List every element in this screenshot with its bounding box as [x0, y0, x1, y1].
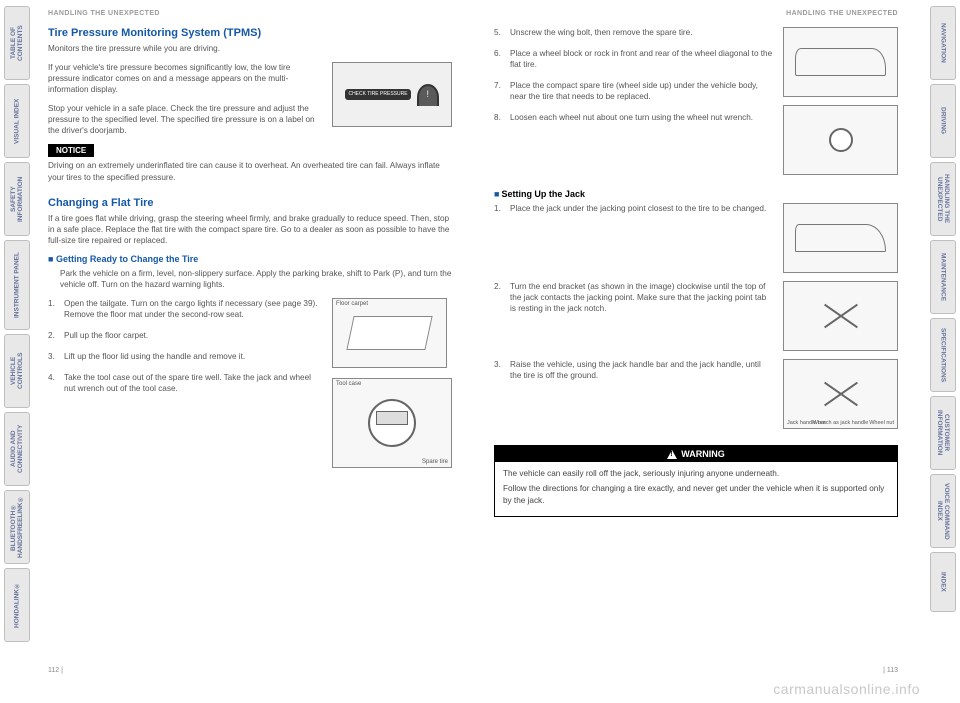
- flat-step-6: Place a wheel block or rock in front and…: [494, 48, 773, 70]
- tab-customer-info[interactable]: CUSTOMER INFORMATION: [930, 396, 956, 470]
- setting-up-jack-label: Setting Up the Jack: [501, 189, 585, 199]
- notice-text: Driving on an extremely underinflated ti…: [48, 160, 452, 182]
- flat-step-2: Pull up the floor carpet.: [48, 330, 322, 341]
- tab-visual-index[interactable]: VISUAL INDEX: [4, 84, 30, 158]
- setting-up-jack-subhead: ■Setting Up the Jack: [494, 189, 898, 199]
- warning-box: WARNING The vehicle can easily roll off …: [494, 445, 898, 517]
- tab-index[interactable]: INDEX: [930, 552, 956, 612]
- jacking-point-figure: [783, 203, 898, 273]
- tab-safety-info[interactable]: SAFETY INFORMATION: [4, 162, 30, 236]
- page-number-left: 112 |: [48, 667, 63, 674]
- tpms-p1: Monitors the tire pressure while you are…: [48, 43, 452, 54]
- tab-voice-command-index[interactable]: VOICE COMMAND INDEX: [930, 474, 956, 548]
- jack-step-3: Raise the vehicle, using the jack handle…: [494, 359, 773, 381]
- wheel-nut-figure: [783, 105, 898, 175]
- jack-bracket-figure: [783, 281, 898, 351]
- raise-vehicle-figure: Jack handle bar Wrench as jack handle Wh…: [783, 359, 898, 429]
- notice-badge: NOTICE: [48, 144, 94, 157]
- jack-step-2: Turn the end bracket (as shown in the im…: [494, 281, 773, 314]
- flat-steps-list: Open the tailgate. Turn on the cargo lig…: [48, 298, 322, 394]
- spare-tire-caption: Spare tire: [422, 459, 448, 465]
- jack-steps-list-2: Turn the end bracket (as shown in the im…: [494, 281, 773, 314]
- tpms-p2: If your vehicle's tire pressure becomes …: [48, 62, 322, 95]
- flat-tire-intro: If a tire goes flat while driving, grasp…: [48, 213, 452, 246]
- getting-ready-label: Getting Ready to Change the Tire: [56, 254, 198, 264]
- tpms-indicator-figure: CHECK TIRE PRESSURE: [332, 62, 452, 127]
- tpms-p3: Stop your vehicle in a safe place. Check…: [48, 103, 322, 136]
- tab-driving[interactable]: DRIVING: [930, 84, 956, 158]
- warning-label: WARNING: [681, 449, 725, 459]
- tool-case-figure: Tool case Spare tire: [332, 378, 452, 468]
- warning-body: The vehicle can easily roll off the jack…: [495, 462, 897, 516]
- tab-handling-unexpected[interactable]: HANDLING THE UNEXPECTED: [930, 162, 956, 236]
- running-head-right: HANDLING THE UNEXPECTED: [494, 10, 898, 17]
- tab-bluetooth-hfl[interactable]: BLUETOOTH® HANDSFREELINK®: [4, 490, 30, 564]
- tab-hondalink[interactable]: HONDALINK®: [4, 568, 30, 642]
- tab-instrument-panel[interactable]: INSTRUMENT PANEL: [4, 240, 30, 330]
- tab-table-of-contents[interactable]: TABLE OF CONTENTS: [4, 6, 30, 80]
- tool-case-caption: Tool case: [336, 381, 361, 387]
- tpms-symbol-icon: [417, 84, 439, 106]
- left-page: HANDLING THE UNEXPECTED Tire Pressure Mo…: [40, 10, 460, 680]
- warning-p1: The vehicle can easily roll off the jack…: [503, 468, 889, 479]
- jack-steps-list-3: Raise the vehicle, using the jack handle…: [494, 359, 773, 381]
- flat-step-7: Place the compact spare tire (wheel side…: [494, 80, 773, 102]
- wing-bolt-figure: [783, 27, 898, 97]
- wheel-nut-caption: Wheel nut: [869, 421, 894, 427]
- tpms-message-icon: CHECK TIRE PRESSURE: [345, 89, 410, 100]
- flat-step-3: Lift up the floor lid using the handle a…: [48, 351, 322, 362]
- floor-carpet-figure: Floor carpet: [332, 298, 447, 368]
- flat-tire-heading: Changing a Flat Tire: [48, 197, 452, 209]
- flat-step-8: Loosen each wheel nut about one turn usi…: [494, 112, 773, 123]
- running-head-left: HANDLING THE UNEXPECTED: [48, 10, 452, 17]
- flat-steps-cont-list: Unscrew the wing bolt, then remove the s…: [494, 27, 773, 123]
- tpms-heading: Tire Pressure Monitoring System (TPMS): [48, 27, 452, 39]
- warning-p2: Follow the directions for changing a tir…: [503, 483, 889, 506]
- jack-step-1: Place the jack under the jacking point c…: [494, 203, 773, 214]
- tab-audio-connectivity[interactable]: AUDIO AND CONNECTIVITY: [4, 412, 30, 486]
- flat-step-5: Unscrew the wing bolt, then remove the s…: [494, 27, 773, 38]
- left-tab-stack: TABLE OF CONTENTS VISUAL INDEX SAFETY IN…: [4, 6, 30, 642]
- tab-navigation[interactable]: NAVIGATION: [930, 6, 956, 80]
- warning-triangle-icon: [667, 450, 677, 459]
- jack-steps-list-1: Place the jack under the jacking point c…: [494, 203, 773, 214]
- flat-step-1: Open the tailgate. Turn on the cargo lig…: [48, 298, 322, 320]
- watermark: carmanualsonline.info: [773, 681, 920, 697]
- tab-specifications[interactable]: SPECIFICATIONS: [930, 318, 956, 392]
- getting-ready-subhead: ■ Getting Ready to Change the Tire: [48, 254, 452, 264]
- flat-step-4: Take the tool case out of the spare tire…: [48, 372, 322, 394]
- getting-ready-text: Park the vehicle on a firm, level, non-s…: [48, 268, 452, 290]
- right-tab-stack: NAVIGATION DRIVING HANDLING THE UNEXPECT…: [930, 6, 956, 612]
- tab-vehicle-controls[interactable]: VEHICLE CONTROLS: [4, 334, 30, 408]
- tab-maintenance[interactable]: MAINTENANCE: [930, 240, 956, 314]
- right-page: HANDLING THE UNEXPECTED Unscrew the wing…: [486, 10, 906, 680]
- warning-head: WARNING: [495, 446, 897, 462]
- page-number-right: | 113: [883, 667, 898, 674]
- floor-carpet-caption: Floor carpet: [336, 301, 368, 307]
